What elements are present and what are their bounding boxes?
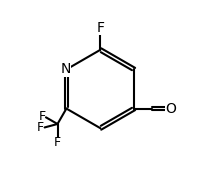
Text: F: F bbox=[37, 121, 44, 134]
Text: N: N bbox=[60, 62, 71, 76]
Text: F: F bbox=[96, 21, 104, 35]
Text: F: F bbox=[38, 110, 46, 123]
Text: F: F bbox=[54, 136, 61, 149]
Text: O: O bbox=[166, 102, 176, 116]
